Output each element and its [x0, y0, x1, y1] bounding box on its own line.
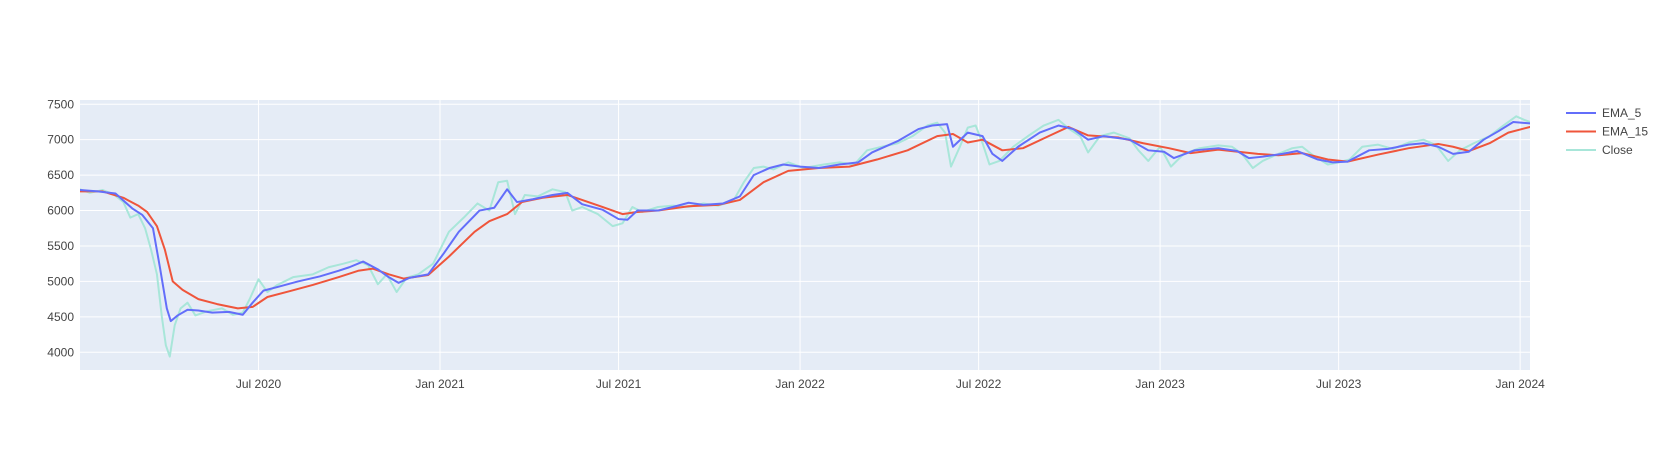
y-tick-label: 7500	[47, 97, 74, 111]
legend-label: Close	[1602, 143, 1633, 157]
x-tick-label: Jul 2020	[236, 377, 282, 391]
x-tick-label: Jan 2022	[775, 377, 825, 391]
legend-label: EMA_15	[1602, 125, 1648, 139]
x-axis-tick-labels: Jul 2020 Jan 2021 Jul 2021 Jan 2022 Jul 2022…	[236, 377, 1545, 391]
legend-item-ema-15[interactable]: EMA_15	[1566, 125, 1648, 139]
legend-label: EMA_5	[1602, 106, 1642, 120]
x-tick-label: Jul 2023	[1316, 377, 1362, 391]
y-tick-label: 7000	[47, 133, 74, 147]
series-line-ema-5	[80, 120, 1530, 323]
x-tick-label: Jul 2021	[596, 377, 642, 391]
plot-area-background	[80, 100, 1530, 370]
y-tick-label: 6000	[47, 204, 74, 218]
y-tick-label: 6500	[47, 168, 74, 182]
y-tick-label: 5000	[47, 274, 74, 288]
x-tick-label: Jan 2023	[1135, 377, 1185, 391]
y-tick-label: 4000	[47, 345, 74, 359]
legend-item-close[interactable]: Close	[1566, 143, 1633, 157]
y-tick-label: 4500	[47, 310, 74, 324]
y-axis-tick-labels: 4000 4500 5000 5500 6000 6500 7000 7500	[47, 97, 74, 359]
legend-item-ema-5[interactable]: EMA_5	[1566, 106, 1642, 120]
legend[interactable]: EMA_5 EMA_15 Close	[1566, 106, 1648, 157]
x-tick-label: Jan 2021	[415, 377, 465, 391]
x-tick-label: Jul 2022	[956, 377, 1002, 391]
series-lines	[80, 115, 1530, 358]
y-tick-label: 5500	[47, 239, 74, 253]
series-line-close	[80, 115, 1530, 358]
x-tick-label: Jan 2024	[1495, 377, 1545, 391]
